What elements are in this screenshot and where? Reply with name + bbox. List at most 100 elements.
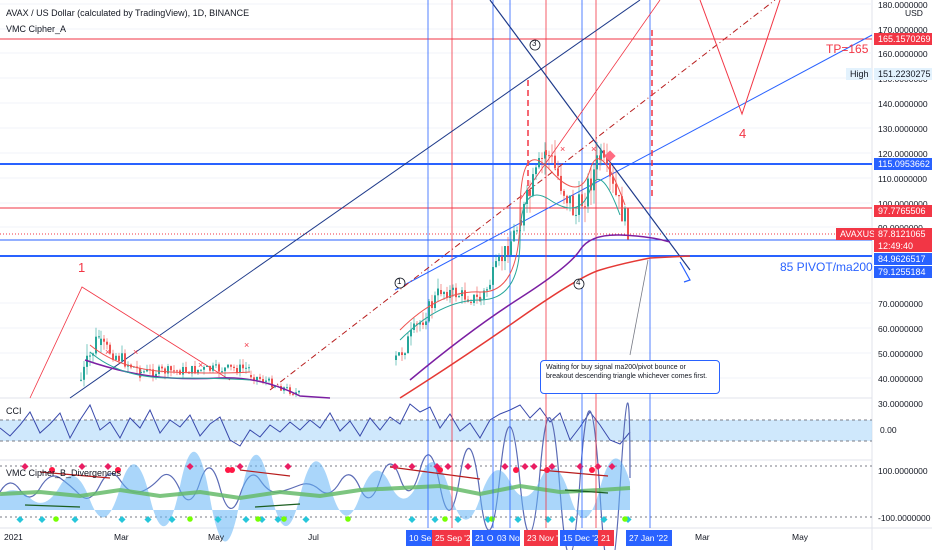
chart-title: AVAX / US Dollar (calculated by TradingV… (6, 8, 250, 18)
candle-body (239, 364, 241, 373)
candle-body (212, 365, 214, 371)
cross-marker: × (133, 347, 138, 357)
candle-body (464, 290, 466, 300)
candle-body (489, 284, 491, 290)
candle-body (504, 246, 506, 262)
candle-body (516, 230, 518, 232)
date-tag-21-dec: 21 (598, 530, 614, 546)
candle-body (452, 287, 454, 290)
bull-signal-dot (302, 515, 310, 524)
bear-divergence-line-1 (39, 471, 111, 479)
time-label-mar-22: Mar (695, 532, 710, 542)
ascending-dashdot-line[interactable] (269, 0, 776, 391)
bear-signal-dot (186, 462, 194, 471)
candle-body (581, 194, 583, 207)
bear-signal-dot (521, 462, 529, 471)
candle-body (250, 375, 252, 378)
date-tag-27-jan: 27 Jan '22 (626, 530, 672, 546)
wave-circle-1-label: 1 (397, 277, 402, 286)
candle-body (185, 367, 187, 372)
candle-body (407, 336, 409, 354)
cci-line (0, 403, 631, 447)
date-markers (427, 0, 651, 528)
candle-body (479, 296, 481, 302)
date-tag-21-oct: 21 O (472, 530, 494, 546)
candle-body (256, 376, 258, 381)
tag-97: 97.7765506 (874, 205, 932, 217)
candle-body (182, 367, 184, 375)
tag-79: 79.1255184 (874, 266, 932, 278)
candlesticks[interactable]: × × × × × × (80, 140, 629, 398)
bull-signal-dot (431, 515, 439, 524)
candle-body (606, 157, 608, 164)
tag-last-price: 87.8121065 (874, 228, 932, 240)
price-axis-bg[interactable] (872, 0, 932, 530)
candle-body (419, 322, 421, 325)
candle-body (115, 355, 117, 360)
candle-body (541, 157, 543, 159)
candle-body (425, 321, 427, 325)
divergence-label: VMC Cipher_B_Divergences (6, 468, 122, 478)
bear-signal-dot (464, 462, 472, 471)
candle-body (245, 367, 247, 369)
candle-body (197, 369, 199, 374)
candle-body (121, 353, 123, 361)
candle-body (140, 371, 142, 373)
bull-divergence-line-1 (24, 504, 81, 508)
diamond-marker (604, 150, 616, 162)
price-tick-label: 70.0000000 (878, 299, 923, 309)
candle-body (593, 169, 595, 191)
bull-signal-dot (71, 515, 79, 524)
ascending-trendline-lower[interactable] (394, 34, 873, 291)
buy-signal-dot (281, 516, 287, 522)
note-callout[interactable]: Waiting for buy signal ma200/pivot bounc… (540, 360, 720, 394)
candle-body (612, 176, 614, 184)
price-tick-label: 130.0000000 (878, 124, 928, 134)
candle-body (106, 341, 108, 345)
bear-signal-dot (78, 462, 86, 471)
bull-signal-dot (568, 515, 576, 524)
candle-body (268, 378, 270, 381)
currency-label: USD (905, 8, 923, 18)
ma-teal-early (89, 351, 251, 381)
candle-body (532, 174, 534, 196)
ma-red-late (399, 158, 626, 331)
price-tick-label: 50.0000000 (878, 349, 923, 359)
candle-body (618, 195, 620, 197)
candle-body (566, 195, 568, 204)
rsi-mfi-band (0, 483, 631, 501)
buy-signal-dot (187, 516, 193, 522)
candle-body (557, 168, 559, 176)
candle-body (206, 365, 208, 368)
bull-signal-dot (16, 515, 24, 524)
candle-body (80, 379, 82, 381)
candle-body (501, 256, 503, 262)
date-tag-25-sep: 25 Sep '21 (432, 530, 475, 546)
candle-body (535, 167, 537, 175)
candle-body (523, 203, 525, 226)
candle-body (449, 289, 451, 298)
candle-body (262, 379, 264, 382)
wave-1-label: 1 (78, 260, 86, 275)
ascending-trendline-upper[interactable] (69, 0, 641, 399)
price-tick-label: 60.0000000 (878, 324, 923, 334)
bull-signal-dot (214, 515, 222, 524)
candle-body (271, 378, 273, 388)
sell-signal-dot (115, 467, 121, 473)
bull-signal-dot (514, 515, 522, 524)
candle-body (428, 301, 430, 322)
candle-body (143, 371, 145, 373)
descending-triangle-line[interactable] (489, 0, 691, 271)
note-pointer (629, 259, 649, 356)
price-tick-label: 30.0000000 (878, 399, 923, 409)
bear-signal-dot (236, 462, 244, 471)
price-tick-label: 170.0000000 (878, 25, 928, 35)
candle-body (100, 338, 102, 345)
candle-body (446, 291, 448, 298)
buy-signal-dot (442, 516, 448, 522)
bull-signal-dot (118, 515, 126, 524)
bear-signal-dot (391, 462, 399, 471)
candle-body (203, 367, 205, 370)
